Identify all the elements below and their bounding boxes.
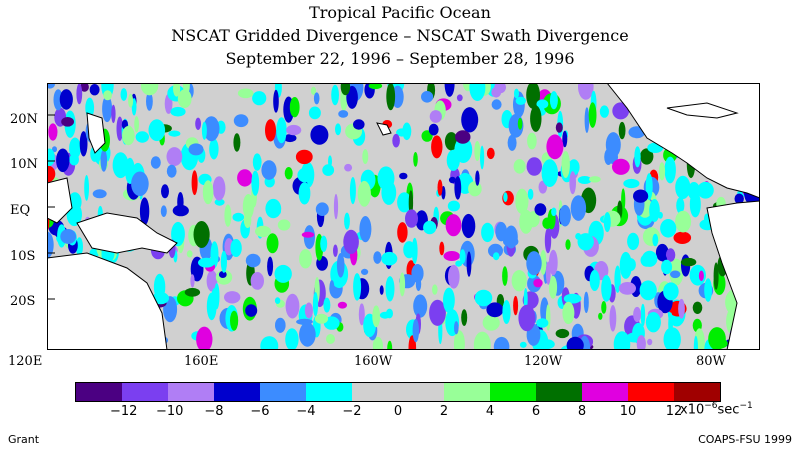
color-scale-tick-label: 6 bbox=[531, 404, 541, 419]
land-philippines bbox=[86, 112, 106, 154]
map-subtitle: NSCAT Gridded Divergence – NSCAT Swath D… bbox=[171, 26, 629, 45]
land-new-guinea bbox=[76, 212, 178, 254]
color-swatch bbox=[260, 383, 306, 401]
divergence-map-canvas bbox=[47, 83, 760, 350]
color-scale-tick-label: 10 bbox=[619, 404, 637, 419]
institution-credit: COAPS-FSU 1999 bbox=[698, 433, 792, 446]
color-swatch bbox=[352, 383, 398, 401]
color-swatch bbox=[674, 383, 720, 401]
color-scale-tick-label: −12 bbox=[110, 404, 138, 419]
color-swatch bbox=[582, 383, 628, 401]
lat-label-10n: 10N bbox=[10, 157, 38, 172]
color-swatch bbox=[490, 383, 536, 401]
color-scale-tick-label: 4 bbox=[485, 404, 495, 419]
color-scale-tick-label: 8 bbox=[577, 404, 587, 419]
land-south-america bbox=[706, 200, 760, 350]
color-scale-tick-label: −10 bbox=[156, 404, 184, 419]
land-australia bbox=[47, 252, 168, 350]
lat-label-20n: 20N bbox=[10, 112, 38, 127]
units-label: x10−6sec−1 bbox=[680, 401, 753, 418]
color-swatch bbox=[306, 383, 352, 401]
color-scale-tick-label: 12 bbox=[665, 404, 683, 419]
color-scale-tick-label: −8 bbox=[204, 404, 224, 419]
color-swatch bbox=[122, 383, 168, 401]
map-date-range: September 22, 1996 – September 28, 1996 bbox=[225, 49, 575, 68]
color-swatch bbox=[398, 383, 444, 401]
color-swatch bbox=[76, 383, 122, 401]
land-hawaii bbox=[376, 122, 392, 136]
lon-label-80w: 80W bbox=[696, 354, 726, 369]
color-scale-tick-label: −2 bbox=[342, 404, 362, 419]
color-scale-tick-label: 2 bbox=[439, 404, 449, 419]
color-scale-tick-label: −4 bbox=[296, 404, 316, 419]
color-scale-tick-label: −6 bbox=[250, 404, 270, 419]
lon-label-160w: 160W bbox=[354, 354, 393, 369]
color-scale-tick-label: 0 bbox=[393, 404, 403, 419]
lon-label-120w: 120W bbox=[524, 354, 563, 369]
land-cuba bbox=[666, 102, 739, 119]
color-swatch bbox=[536, 383, 582, 401]
color-swatch bbox=[214, 383, 260, 401]
lon-label-120e: 120E bbox=[8, 354, 43, 369]
map-title: Tropical Pacific Ocean bbox=[309, 3, 491, 22]
lon-label-160e: 160E bbox=[184, 354, 219, 369]
lat-label-10s: 10S bbox=[10, 249, 36, 264]
lat-label-20s: 20S bbox=[10, 294, 36, 309]
color-swatch bbox=[628, 383, 674, 401]
lat-label-eq: EQ bbox=[10, 203, 31, 218]
color-swatch bbox=[168, 383, 214, 401]
divergence-map bbox=[47, 83, 760, 350]
author-credit: Grant bbox=[8, 433, 40, 446]
color-swatch bbox=[444, 383, 490, 401]
land-borneo bbox=[47, 177, 73, 224]
color-scale-bar bbox=[75, 382, 721, 402]
